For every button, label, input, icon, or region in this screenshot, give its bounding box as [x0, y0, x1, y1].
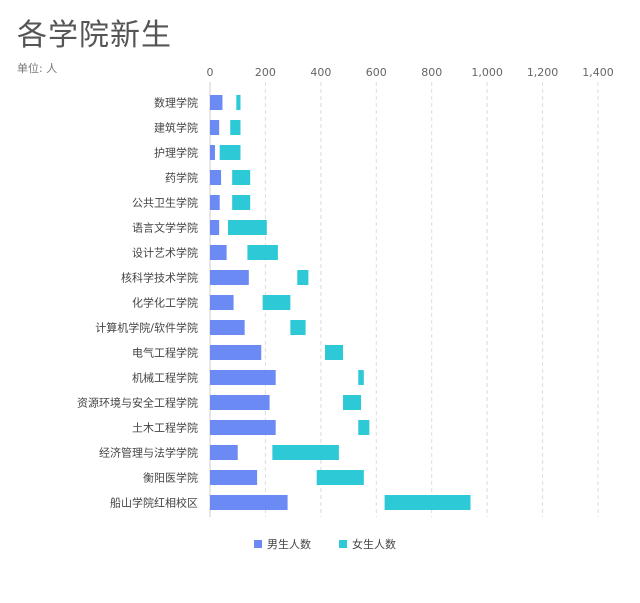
female-bar[interactable]	[343, 395, 362, 410]
male-bar[interactable]	[210, 95, 223, 110]
category-label: 资源环境与安全工程学院	[77, 396, 198, 410]
female-bar[interactable]	[236, 95, 241, 110]
legend-label[interactable]: 男生人数	[267, 537, 311, 551]
legend-swatch[interactable]	[254, 540, 262, 548]
legend-label[interactable]: 女生人数	[352, 537, 396, 551]
category-label: 经济管理与法学学院	[99, 446, 198, 460]
x-tick-label: 800	[421, 66, 442, 79]
female-bar[interactable]	[228, 220, 267, 235]
category-label: 衡阳医学院	[143, 471, 198, 485]
male-bar[interactable]	[210, 395, 270, 410]
female-bar[interactable]	[358, 420, 370, 435]
male-bar[interactable]	[210, 120, 220, 135]
female-bar[interactable]	[325, 345, 344, 360]
chart-title: 各学院新生	[17, 18, 172, 53]
y-axis-categories: 数理学院建筑学院护理学院药学院公共卫生学院语言文学学院设计艺术学院核科学技术学院…	[77, 96, 198, 510]
male-bar[interactable]	[210, 345, 262, 360]
male-bar[interactable]	[210, 270, 249, 285]
category-label: 护理学院	[154, 146, 198, 160]
x-tick-label: 1,200	[527, 66, 559, 79]
male-bar[interactable]	[210, 220, 220, 235]
x-tick-label: 200	[255, 66, 276, 79]
female-bar[interactable]	[247, 245, 278, 260]
x-tick-label: 0	[207, 66, 214, 79]
x-axis-ticks: 0 200 400 600 800 1,000 1,200 1,400	[207, 66, 614, 79]
male-bar[interactable]	[210, 320, 245, 335]
female-bar[interactable]	[232, 170, 251, 185]
male-bar[interactable]	[210, 370, 276, 385]
male-bar[interactable]	[210, 245, 227, 260]
female-bar[interactable]	[272, 445, 339, 460]
legend[interactable]: 男生人数 女生人数	[254, 537, 396, 551]
x-tick-label: 1,000	[471, 66, 503, 79]
female-bar[interactable]	[262, 295, 291, 310]
category-label: 设计艺术学院	[132, 246, 198, 260]
female-bar[interactable]	[232, 195, 251, 210]
category-label: 化学化工学院	[132, 296, 198, 310]
female-bar[interactable]	[297, 270, 309, 285]
male-bar[interactable]	[210, 420, 276, 435]
legend-swatch[interactable]	[339, 540, 347, 548]
category-label: 数理学院	[154, 96, 198, 110]
category-label: 公共卫生学院	[132, 196, 198, 210]
male-bar[interactable]	[210, 445, 238, 460]
male-bar[interactable]	[210, 145, 215, 160]
category-label: 药学院	[165, 171, 198, 185]
category-label: 计算机学院/软件学院	[95, 321, 198, 335]
male-bar[interactable]	[210, 495, 288, 510]
male-bar[interactable]	[210, 295, 234, 310]
x-tick-label: 1,400	[582, 66, 614, 79]
category-label: 核科学技术学院	[121, 271, 198, 285]
male-bar[interactable]	[210, 195, 220, 210]
female-bar[interactable]	[219, 145, 241, 160]
category-label: 土木工程学院	[132, 421, 198, 435]
category-label: 建筑学院	[154, 121, 198, 135]
chart-subtitle: 单位: 人	[17, 62, 58, 75]
bars	[210, 95, 471, 510]
female-bar[interactable]	[384, 495, 471, 510]
category-label: 语言文学学院	[132, 221, 198, 235]
male-bar[interactable]	[210, 170, 222, 185]
female-bar[interactable]	[230, 120, 241, 135]
x-tick-label: 400	[310, 66, 331, 79]
female-bar[interactable]	[290, 320, 306, 335]
x-tick-label: 600	[366, 66, 387, 79]
category-label: 机械工程学院	[132, 371, 198, 385]
female-bar[interactable]	[358, 370, 364, 385]
female-bar[interactable]	[316, 470, 364, 485]
category-label: 电气工程学院	[132, 346, 198, 360]
male-bar[interactable]	[210, 470, 258, 485]
category-label: 船山学院红相校区	[110, 496, 198, 510]
